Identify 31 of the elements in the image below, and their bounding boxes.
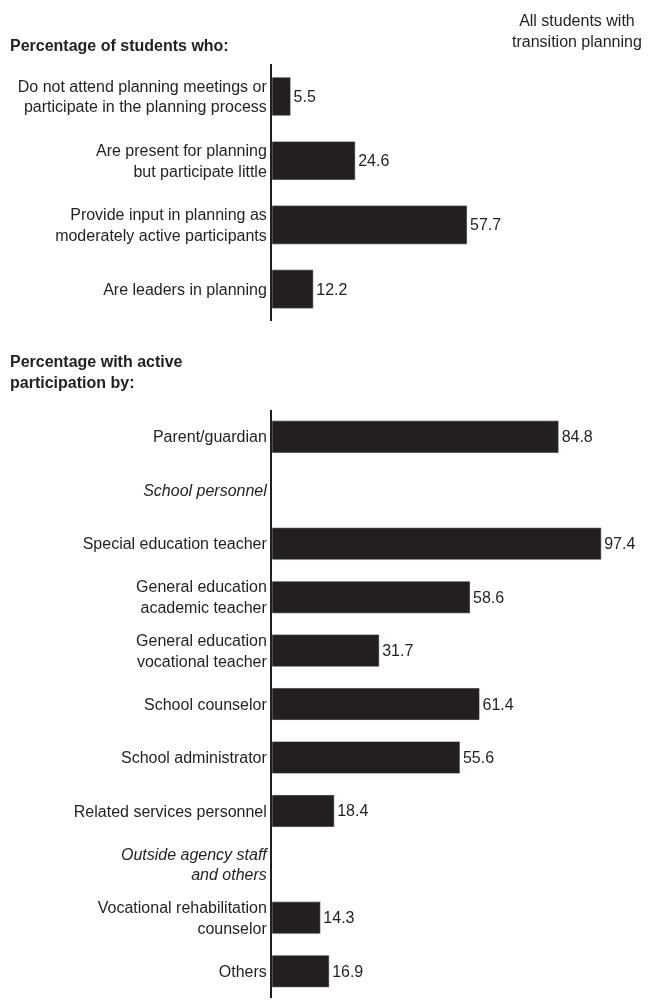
y-tick-label: School administrator xyxy=(120,749,268,767)
data-label: 14.3 xyxy=(323,909,355,927)
y-tick-label: School counselor xyxy=(144,695,268,713)
data-label: 12.2 xyxy=(316,280,348,298)
y-tick-label: Parent/guardian xyxy=(152,428,267,446)
data-label: 61.4 xyxy=(482,695,514,713)
y-tick-label: Others xyxy=(218,962,267,980)
y-tick-label: Are present for planning but participate little xyxy=(96,141,267,180)
y-tick-label: Related services personnel xyxy=(73,802,267,820)
data-label: 55.6 xyxy=(462,749,495,767)
y-tick-label: Provide input in planning as moderately active participants xyxy=(55,206,267,244)
y-tick-label: Outside agency staff and others xyxy=(120,845,269,884)
y-tick-label: Are leaders in planning xyxy=(103,280,267,298)
text: Percentage with active participation by: xyxy=(10,353,183,391)
data-label: 31.7 xyxy=(382,642,414,660)
text: All students with transition planning xyxy=(512,12,642,50)
y-tick-label: Do not attend planning meetings or participate in the planning process xyxy=(17,77,268,116)
data-label: 18.4 xyxy=(337,802,369,820)
data-label: 58.6 xyxy=(473,588,505,606)
y-tick-label: General education academic teacher xyxy=(136,578,268,617)
text: Percentage of students who: xyxy=(10,37,229,54)
data-label: 97.4 xyxy=(604,535,636,553)
data-label: 16.9 xyxy=(332,962,364,980)
data-label: 57.7 xyxy=(470,216,502,234)
y-tick-label: General education vocational teacher xyxy=(136,631,268,670)
data-label: 5.5 xyxy=(293,87,316,105)
y-tick-label: Special education teacher xyxy=(82,535,268,553)
data-label: 24.6 xyxy=(358,152,390,170)
y-tick-label: School personnel xyxy=(143,481,268,499)
y-tick-label: Vocational rehabilitation counselor xyxy=(97,899,268,937)
data-label: 84.8 xyxy=(561,428,593,446)
